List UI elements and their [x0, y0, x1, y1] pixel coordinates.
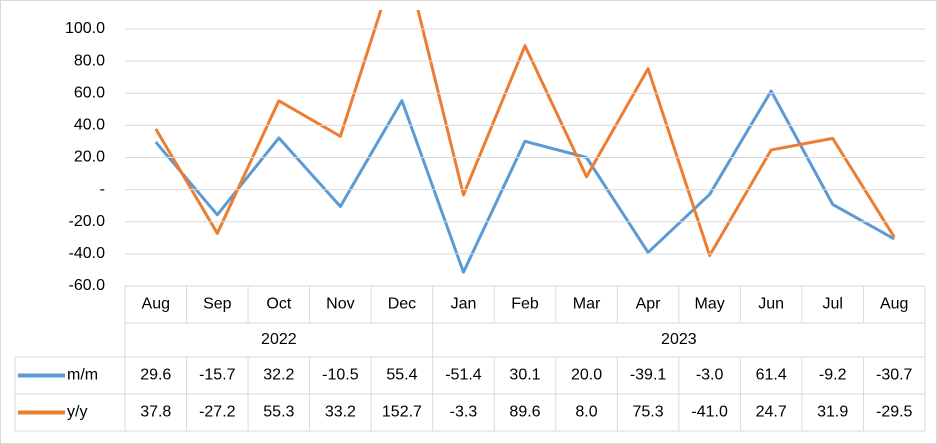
- table-value: -9.2: [819, 367, 847, 384]
- table-value: -41.0: [691, 404, 728, 421]
- series-line: [154, 10, 896, 257]
- y-tick-label: 20.0: [74, 149, 105, 166]
- x-tick-label: Aug: [880, 296, 908, 313]
- x-tick-label: May: [694, 296, 724, 313]
- table-value: -27.2: [199, 404, 236, 421]
- y-tick-label: 40.0: [74, 117, 105, 134]
- x-tick-label: Feb: [511, 296, 539, 313]
- legend-label: y/y: [67, 404, 87, 421]
- y-tick-label: 100.0: [65, 20, 105, 37]
- y-tick-label: -40.0: [69, 245, 106, 262]
- table-value: 30.1: [509, 367, 540, 384]
- x-tick-label: Jun: [758, 296, 784, 313]
- y-tick-label: 80.0: [74, 52, 105, 69]
- table-value: -30.7: [876, 367, 913, 384]
- y-tick-label: 60.0: [74, 84, 105, 101]
- table-value: -51.4: [445, 367, 482, 384]
- x-tick-label: Jul: [822, 296, 842, 313]
- x-tick-label: Oct: [266, 296, 291, 313]
- y-tick-label: -: [100, 181, 105, 198]
- y-tick-label: -60.0: [69, 277, 106, 294]
- table-value: 89.6: [509, 404, 540, 421]
- y-tick-label: -20.0: [69, 213, 106, 230]
- table-value: 61.4: [756, 367, 787, 384]
- table-value: 152.7: [382, 404, 422, 421]
- x-tick-label: Jan: [451, 296, 477, 313]
- x-tick-label: Mar: [573, 296, 601, 313]
- x-tick-label: Nov: [326, 296, 354, 313]
- table-value: -3.3: [450, 404, 478, 421]
- table-value: 75.3: [633, 404, 664, 421]
- table-value: -10.5: [322, 367, 359, 384]
- table-value: 55.4: [386, 367, 417, 384]
- table-value: 33.2: [325, 404, 356, 421]
- series-line: [154, 89, 895, 274]
- x-tick-label: Aug: [142, 296, 170, 313]
- table-value: 32.2: [263, 367, 294, 384]
- legend-label: m/m: [67, 367, 98, 384]
- x-tick-label: Sep: [203, 296, 232, 313]
- table-value: 29.6: [140, 367, 171, 384]
- group-label: 2022: [261, 331, 297, 348]
- x-tick-label: Dec: [388, 296, 416, 313]
- group-label: 2023: [661, 331, 697, 348]
- plot-area: [154, 10, 896, 274]
- table-value: 20.0: [571, 367, 602, 384]
- table-value: 31.9: [817, 404, 848, 421]
- table-value: 37.8: [140, 404, 171, 421]
- table-value: -29.5: [876, 404, 913, 421]
- table-value: -3.0: [696, 367, 724, 384]
- table-value: -15.7: [199, 367, 236, 384]
- table-value: -39.1: [630, 367, 667, 384]
- x-tick-label: Apr: [636, 296, 662, 313]
- table-value: 55.3: [263, 404, 294, 421]
- table-value: 8.0: [575, 404, 597, 421]
- table-value: 24.7: [756, 404, 787, 421]
